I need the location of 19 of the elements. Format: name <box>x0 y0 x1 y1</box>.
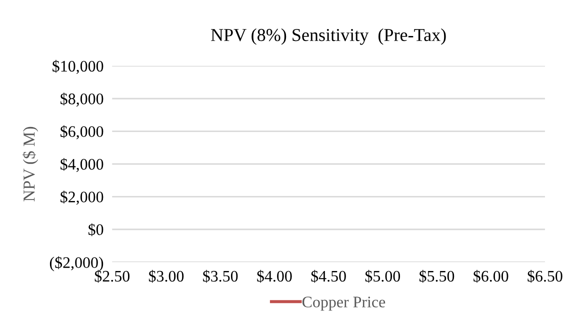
y-tick-label: $4,000 <box>60 158 104 172</box>
y-tick-label: $0 <box>88 223 104 236</box>
x-tick-label: $3.50 <box>203 270 238 283</box>
x-tick-label: $3.00 <box>148 270 184 283</box>
legend-label: Copper Price <box>302 296 386 311</box>
y-tick-label: ($2,000) <box>50 256 104 272</box>
x-tick-label: $4.00 <box>257 270 292 283</box>
x-tick-label: $2.50 <box>94 270 130 283</box>
y-axis-title: NPV ($ M) <box>22 126 38 202</box>
y-tick-label: $8,000 <box>60 92 104 107</box>
y-tick-label: $10,000 <box>52 60 104 74</box>
x-tick-label: $6.00 <box>474 270 508 283</box>
chart-title: NPV (8%) Sensitivity (Pre-Tax) <box>211 28 446 45</box>
y-tick-label: $6,000 <box>60 125 104 140</box>
x-tick-label: $6.50 <box>528 270 562 283</box>
x-tick-label: $5.00 <box>365 270 400 283</box>
y-tick-label: $2,000 <box>60 190 104 205</box>
x-tick-label: $4.50 <box>311 270 346 283</box>
x-tick-label: $5.50 <box>419 270 454 283</box>
